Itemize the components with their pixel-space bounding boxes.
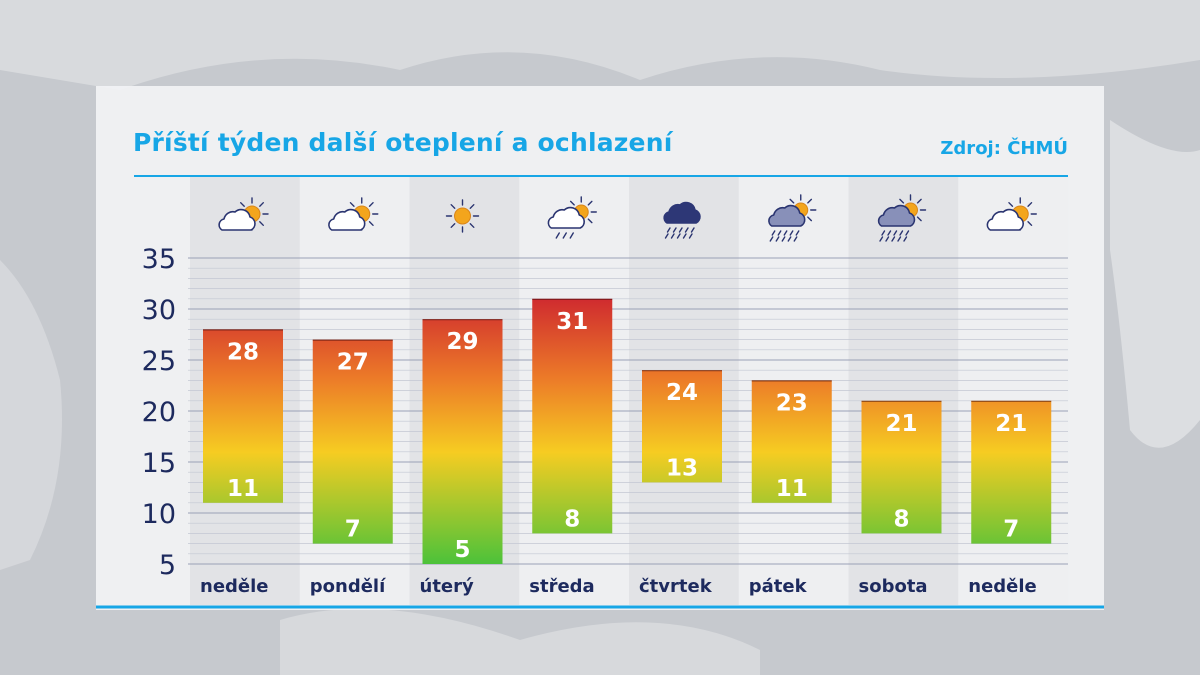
temperature-bar bbox=[203, 329, 283, 503]
y-tick-label: 25 bbox=[142, 346, 176, 377]
y-tick-label: 5 bbox=[159, 550, 176, 581]
max-temp-label: 24 bbox=[666, 380, 698, 406]
chart-title: Příští týden další oteplení a ochlazení bbox=[133, 128, 673, 157]
day-label: středa bbox=[529, 576, 594, 597]
temperature-bar bbox=[642, 370, 722, 483]
y-tick-label: 30 bbox=[142, 295, 176, 326]
min-temp-label: 11 bbox=[776, 476, 808, 502]
min-temp-label: 5 bbox=[454, 537, 470, 563]
rain-cloud-icon bbox=[663, 201, 701, 239]
day-label: čtvrtek bbox=[639, 576, 713, 597]
max-temp-label: 21 bbox=[885, 411, 917, 437]
min-temp-label: 8 bbox=[564, 506, 580, 532]
min-temp-label: 8 bbox=[893, 506, 909, 532]
temperature-bar bbox=[312, 339, 393, 544]
y-tick-label: 20 bbox=[142, 397, 176, 428]
y-tick-label: 15 bbox=[142, 448, 176, 479]
max-temp-label: 31 bbox=[556, 309, 588, 335]
partly-cloudy-rain-icon bbox=[768, 194, 817, 242]
max-temp-label: 21 bbox=[995, 411, 1027, 437]
partly-cloudy-icon bbox=[986, 197, 1037, 231]
partly-cloudy-icon bbox=[328, 197, 379, 231]
day-label: neděle bbox=[200, 576, 269, 597]
temperature-bar bbox=[422, 319, 503, 564]
temperature-bar bbox=[861, 400, 942, 534]
day-label: pátek bbox=[749, 576, 808, 597]
max-temp-label: 23 bbox=[776, 390, 808, 416]
min-temp-label: 7 bbox=[345, 517, 361, 543]
day-label: pondělí bbox=[310, 576, 386, 597]
y-tick-label: 10 bbox=[142, 499, 176, 530]
partly-cloudy-icon bbox=[218, 197, 269, 231]
min-temp-label: 11 bbox=[227, 476, 259, 502]
max-temp-label: 27 bbox=[337, 350, 369, 376]
max-temp-label: 28 bbox=[227, 339, 259, 365]
day-label: úterý bbox=[420, 576, 475, 597]
temperature-bar bbox=[971, 400, 1052, 544]
partly-cloudy-rain-icon bbox=[877, 194, 927, 242]
min-temp-label: 13 bbox=[666, 455, 698, 481]
max-temp-label: 29 bbox=[446, 329, 478, 355]
chart-source: Zdroj: ČHMÚ bbox=[940, 138, 1068, 159]
y-tick-label: 35 bbox=[142, 244, 176, 275]
temperature-bar bbox=[751, 380, 832, 503]
partly-cloudy-drizzle-icon bbox=[547, 196, 597, 239]
min-temp-label: 7 bbox=[1003, 517, 1019, 543]
day-label: sobota bbox=[859, 576, 928, 597]
temperature-bar bbox=[532, 298, 613, 534]
sun-icon bbox=[445, 199, 480, 233]
day-label: neděle bbox=[968, 576, 1037, 597]
